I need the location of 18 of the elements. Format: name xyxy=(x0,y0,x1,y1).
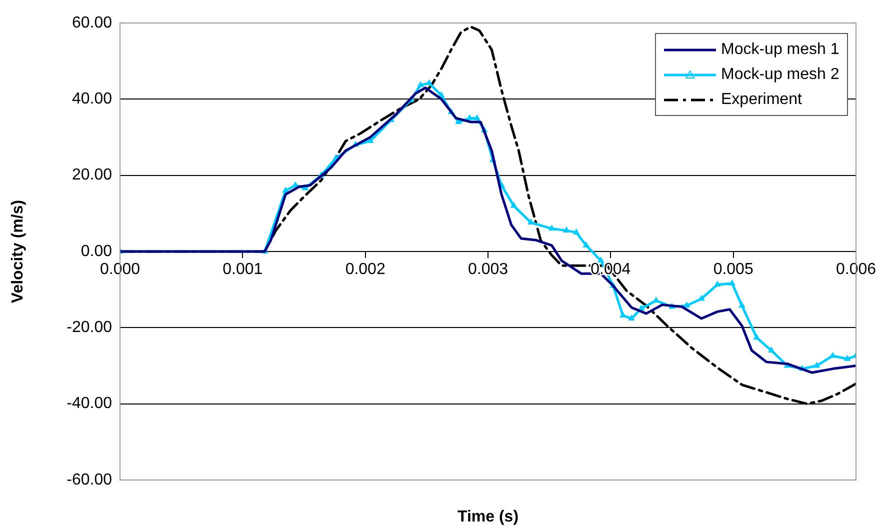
legend-label: Mock-up mesh 1 xyxy=(721,40,840,58)
x-tick-label: 0.003 xyxy=(468,260,508,278)
legend-label: Mock-up mesh 2 xyxy=(721,66,840,84)
x-tick-label: 0.000 xyxy=(100,260,140,278)
legend-label: Experiment xyxy=(721,90,802,108)
y-tick-label: -60.00 xyxy=(66,471,112,488)
x-tick-label: 0.002 xyxy=(345,260,386,278)
y-axis-title: Velocity (m/s) xyxy=(9,200,26,304)
y-tick-label: 0.00 xyxy=(80,242,112,260)
x-axis-title: Time (s) xyxy=(457,508,519,526)
x-tick-label: 0.001 xyxy=(222,260,263,278)
y-tick-label: -20.00 xyxy=(66,319,112,336)
y-tick-label: -40.00 xyxy=(66,395,112,412)
y-tick-label: 20.00 xyxy=(72,166,112,184)
y-tick-label: 40.00 xyxy=(72,90,112,108)
y-tick-label: 60.00 xyxy=(72,14,112,32)
x-tick-label: 0.005 xyxy=(713,260,754,278)
x-tick-label: 0.006 xyxy=(836,260,876,278)
